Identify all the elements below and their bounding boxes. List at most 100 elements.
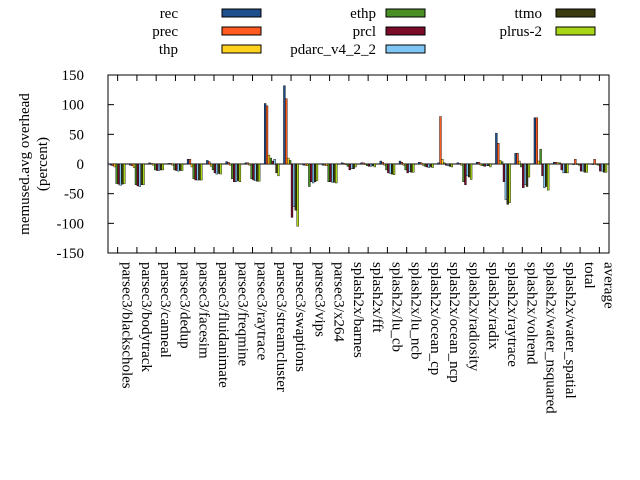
bar-ttmo <box>236 163 240 181</box>
bar-rec <box>398 160 402 165</box>
legend-label: pdarc_v4_2_2 <box>290 42 376 58</box>
x-tick-label: parsec3/vips <box>311 262 327 337</box>
bar-ttmo <box>429 163 432 168</box>
bar-prec <box>111 163 115 166</box>
x-tick-label: splash2x/ocean_ncp <box>446 262 462 383</box>
bar-prcl <box>367 163 371 167</box>
bar-plrus-2 <box>238 163 242 182</box>
bar-prcl <box>290 163 294 218</box>
bar-plrus-2 <box>180 163 184 171</box>
legend-swatch <box>385 26 426 36</box>
bar-thp <box>229 163 232 166</box>
bar-ttmo <box>371 163 375 166</box>
legend-swatch <box>221 44 262 54</box>
legend-swatch <box>385 44 426 54</box>
legend-label: ttmo <box>514 6 542 22</box>
bar-ttmo <box>391 163 394 175</box>
bar-plrus-2 <box>585 163 588 173</box>
bar-thp <box>402 163 405 166</box>
y-tick-label: -100 <box>57 216 85 232</box>
bar-rec <box>321 163 325 166</box>
x-axis: parsec3/blackscholes parsec3/bodytrack par… <box>117 75 616 414</box>
bar-pdarc-v4-2-2 <box>408 163 411 172</box>
bar-plrus-2 <box>566 163 569 174</box>
bar-pdarc-v4-2-2 <box>446 163 450 166</box>
bar-prcl <box>136 163 140 187</box>
bar-ttmo <box>525 163 529 187</box>
x-tick-label: splash2x/raytrace <box>504 262 520 367</box>
bar-prec <box>246 162 249 165</box>
bar-ttmo <box>506 163 509 205</box>
bar-prcl <box>483 163 486 167</box>
bar-prec <box>381 162 384 165</box>
bar-ethp <box>366 163 369 166</box>
bar-prcl <box>310 163 313 182</box>
x-tick-label: splash2x/volrend <box>523 262 539 365</box>
bar-plrus-2 <box>604 163 608 173</box>
bar-plrus-2 <box>547 163 550 191</box>
x-tick-label: splash2x/lu_cb <box>388 262 404 352</box>
bar-pdarc-v4-2-2 <box>196 163 199 181</box>
bar-ethp <box>346 163 350 167</box>
bar-ttmo <box>256 163 259 182</box>
x-tick-label: parsec3/facesim <box>196 262 212 359</box>
x-tick-label: splash2x/water_spatial <box>562 262 578 399</box>
bar-prcl <box>348 163 351 171</box>
x-tick-label: splash2x/radiosity <box>465 262 481 372</box>
bar-pdarc-v4-2-2 <box>581 163 585 172</box>
bar-prec <box>285 98 288 165</box>
bar-thp <box>556 162 560 165</box>
bar-prcl <box>425 163 429 168</box>
bar-thp <box>248 163 251 166</box>
bar-pdarc-v4-2-2 <box>312 163 315 184</box>
x-tick-label: splash2x/barnes <box>350 262 366 358</box>
bar-prec <box>169 163 172 165</box>
bar-prec <box>400 162 404 165</box>
y-tick-label: 0 <box>77 157 85 173</box>
bar-prec <box>439 116 442 165</box>
bar-prcl <box>541 163 544 177</box>
bar-pdarc-v4-2-2 <box>601 163 604 172</box>
bar-thp <box>595 163 598 165</box>
x-tick-label: parsec3/raytrace <box>254 262 270 361</box>
bar-prcl <box>271 160 274 165</box>
bar-rec <box>206 160 209 165</box>
bar-plrus-2 <box>392 163 396 175</box>
bar-pdarc-v4-2-2 <box>273 159 276 165</box>
bar-ethp <box>481 163 484 166</box>
bar-thp <box>267 154 271 165</box>
bar-ttmo <box>179 163 182 171</box>
bar-prcl <box>175 163 178 171</box>
bar-pdarc-v4-2-2 <box>234 163 238 182</box>
x-tick-label: parsec3/streamcluster <box>273 262 289 392</box>
bar-ttmo <box>333 163 336 183</box>
bar-prec <box>593 159 596 165</box>
bar-plrus-2 <box>527 163 531 178</box>
bar-ttmo <box>121 163 124 185</box>
x-tick-label: splash2x/ocean_cp <box>427 262 443 375</box>
bar-ethp <box>462 163 465 182</box>
legend: rec prec thp ethp prcl pdarc_v4_2_2 ttmo plrus-… <box>152 6 596 58</box>
bar-prec <box>342 163 346 165</box>
y-axis-label: memused.avg overhead <box>17 93 33 235</box>
bar-thp <box>306 163 309 166</box>
bar-prcl <box>599 163 602 172</box>
bar-ethp <box>134 163 138 185</box>
bar-rec <box>283 85 286 165</box>
bar-ethp <box>231 163 234 180</box>
bar-prec <box>420 162 423 165</box>
legend-label: ethp <box>350 6 376 22</box>
bar-prcl <box>560 163 563 171</box>
y-tick-label: 50 <box>69 127 84 143</box>
bar-ttmo <box>410 163 413 173</box>
bar-pdarc-v4-2-2 <box>485 163 488 166</box>
bar-ttmo <box>159 163 163 171</box>
x-tick-label: splash2x/fft <box>369 262 385 333</box>
bar-thp <box>537 160 540 165</box>
bar-ttmo <box>545 163 548 187</box>
bar-rec <box>456 162 459 165</box>
x-tick-label: parsec3/freqmine <box>234 262 250 366</box>
bar-thp <box>171 163 174 166</box>
bar-plrus-2 <box>469 163 473 180</box>
bar-thp <box>364 163 367 165</box>
